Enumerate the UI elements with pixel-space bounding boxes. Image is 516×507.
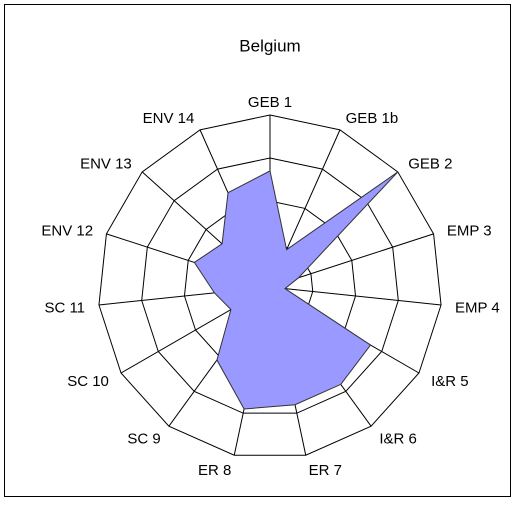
axis-label: ENV 13 [80,156,132,173]
grid-ring [98,114,442,456]
axis-label: ENV 12 [41,222,93,239]
grid-ring [141,157,399,414]
axis-label: I&R 6 [379,430,417,447]
axis-label: SC 9 [127,430,160,447]
axis-label: EMP 4 [455,299,500,316]
axis-label: I&R 5 [431,373,469,390]
axis-label: ER 8 [198,462,231,479]
spoke [269,286,442,306]
axis-label: ENV 14 [143,110,195,127]
axis-label: GEB 1b [346,110,399,127]
axis-label: EMP 3 [447,222,492,239]
axis-label: ER 7 [309,462,342,479]
axis-label: SC 10 [67,373,109,390]
radar-area [193,170,399,410]
axis-label: GEB 2 [408,156,452,173]
axis-label: SC 11 [44,299,85,316]
axis-label: GEB 1 [248,94,292,111]
chart-title: Belgium [239,36,300,55]
